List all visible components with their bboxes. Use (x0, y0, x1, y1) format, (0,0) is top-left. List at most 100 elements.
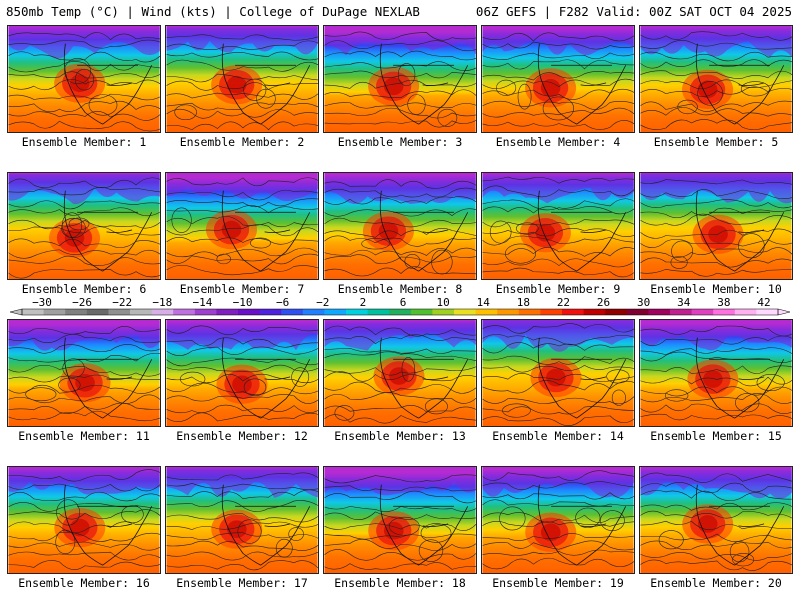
closed-contour (256, 88, 276, 109)
closed-contour (671, 240, 694, 262)
ensemble-member-panel: Ensemble Member: 7 (165, 172, 319, 296)
height-contour (166, 337, 318, 348)
height-contour (324, 523, 476, 531)
colorbar-swatch (216, 309, 239, 315)
height-contour (640, 481, 792, 493)
height-contour (166, 382, 318, 396)
height-contour (324, 366, 476, 376)
height-contour (8, 207, 160, 217)
colorbar-tick-label: 34 (677, 296, 691, 309)
height-contour (482, 540, 634, 551)
height-contour (640, 189, 792, 200)
height-contour (482, 267, 634, 278)
ensemble-member-map (639, 172, 793, 280)
closed-contour (420, 523, 452, 543)
height-contour (324, 485, 476, 492)
height-contour (640, 247, 792, 258)
coastline (63, 43, 153, 125)
ensemble-member-label: Ensemble Member: 3 (337, 135, 463, 149)
ensemble-member-panel: Ensemble Member: 2 (165, 25, 319, 149)
coastline (537, 337, 627, 419)
ensemble-member-label: Ensemble Member: 15 (650, 429, 782, 443)
closed-contour (575, 507, 601, 528)
height-contour (324, 347, 476, 354)
height-contour (324, 474, 476, 484)
colorbar-tick-label: −10 (232, 296, 253, 309)
ensemble-member-panel: Ensemble Member: 1 (7, 25, 161, 149)
height-contour (640, 393, 792, 404)
cold-air-region (166, 173, 318, 202)
height-contour (640, 376, 792, 387)
closed-contour (249, 237, 271, 249)
coastline (221, 337, 311, 419)
height-contour (8, 334, 160, 344)
ensemble-member-map (165, 466, 319, 574)
colorbar-tick-label: 6 (399, 296, 407, 309)
height-contour (8, 521, 160, 534)
height-contour (324, 107, 476, 119)
height-contour (482, 323, 634, 334)
height-contour (640, 365, 792, 374)
cold-air-region (482, 320, 634, 352)
cold-air-region (8, 467, 160, 495)
height-contour (8, 364, 160, 377)
height-contour (166, 73, 318, 83)
height-contour (324, 247, 476, 256)
closed-contour (121, 505, 144, 524)
colorbar-swatch (108, 309, 131, 315)
ensemble-member-label: Ensemble Member: 1 (21, 135, 147, 149)
ensemble-member-panel: Ensemble Member: 6 (7, 172, 161, 296)
ensemble-member-label: Ensemble Member: 13 (334, 429, 466, 443)
height-contour (324, 217, 476, 228)
height-contour (166, 92, 318, 100)
height-contour (482, 59, 634, 70)
warm-core (546, 368, 566, 387)
closed-contour (505, 243, 536, 264)
closed-contour (670, 255, 688, 269)
warm-core (540, 523, 561, 542)
closed-contour (515, 222, 539, 235)
height-contour (482, 365, 634, 373)
cold-air-region (166, 467, 318, 498)
height-contour (166, 513, 318, 523)
closed-contour (658, 530, 684, 550)
ensemble-member-panel: Ensemble Member: 5 (639, 25, 793, 149)
closed-contour (216, 253, 231, 265)
cold-air-region (640, 467, 792, 499)
warm-core (75, 373, 95, 392)
height-contour (324, 371, 476, 382)
colorbar-swatch (756, 309, 779, 315)
colorbar-swatch (173, 309, 196, 315)
closed-contour (179, 371, 206, 387)
height-contour (482, 41, 634, 50)
cold-air-region (640, 320, 792, 351)
height-contour (482, 120, 634, 130)
height-contour (324, 50, 476, 61)
height-contour (8, 469, 160, 482)
height-contour (8, 51, 160, 63)
height-contour (166, 40, 318, 50)
height-contour (8, 32, 160, 41)
height-contour (8, 491, 160, 502)
cold-air-region (324, 320, 476, 351)
warm-core (383, 77, 404, 96)
coastline (63, 190, 153, 272)
ensemble-member-map (639, 466, 793, 574)
colorbar-tick-label: −14 (192, 296, 213, 309)
height-contour (482, 334, 634, 346)
warm-core (535, 223, 556, 242)
height-contour (640, 40, 792, 50)
height-contour (640, 213, 792, 226)
closed-contour (697, 80, 723, 106)
closed-contour (61, 217, 86, 239)
ensemble-member-panel: Ensemble Member: 4 (481, 25, 635, 149)
colorbar-swatch (130, 309, 153, 315)
height-contour (8, 410, 160, 422)
header: 850mb Temp (°C) | Wind (kts) | College o… (0, 0, 800, 22)
closed-contour (74, 68, 95, 91)
ensemble-member-map (323, 319, 477, 427)
warm-core (226, 520, 247, 538)
height-contour (324, 490, 476, 504)
coastline (537, 190, 627, 272)
height-contour (482, 406, 634, 415)
